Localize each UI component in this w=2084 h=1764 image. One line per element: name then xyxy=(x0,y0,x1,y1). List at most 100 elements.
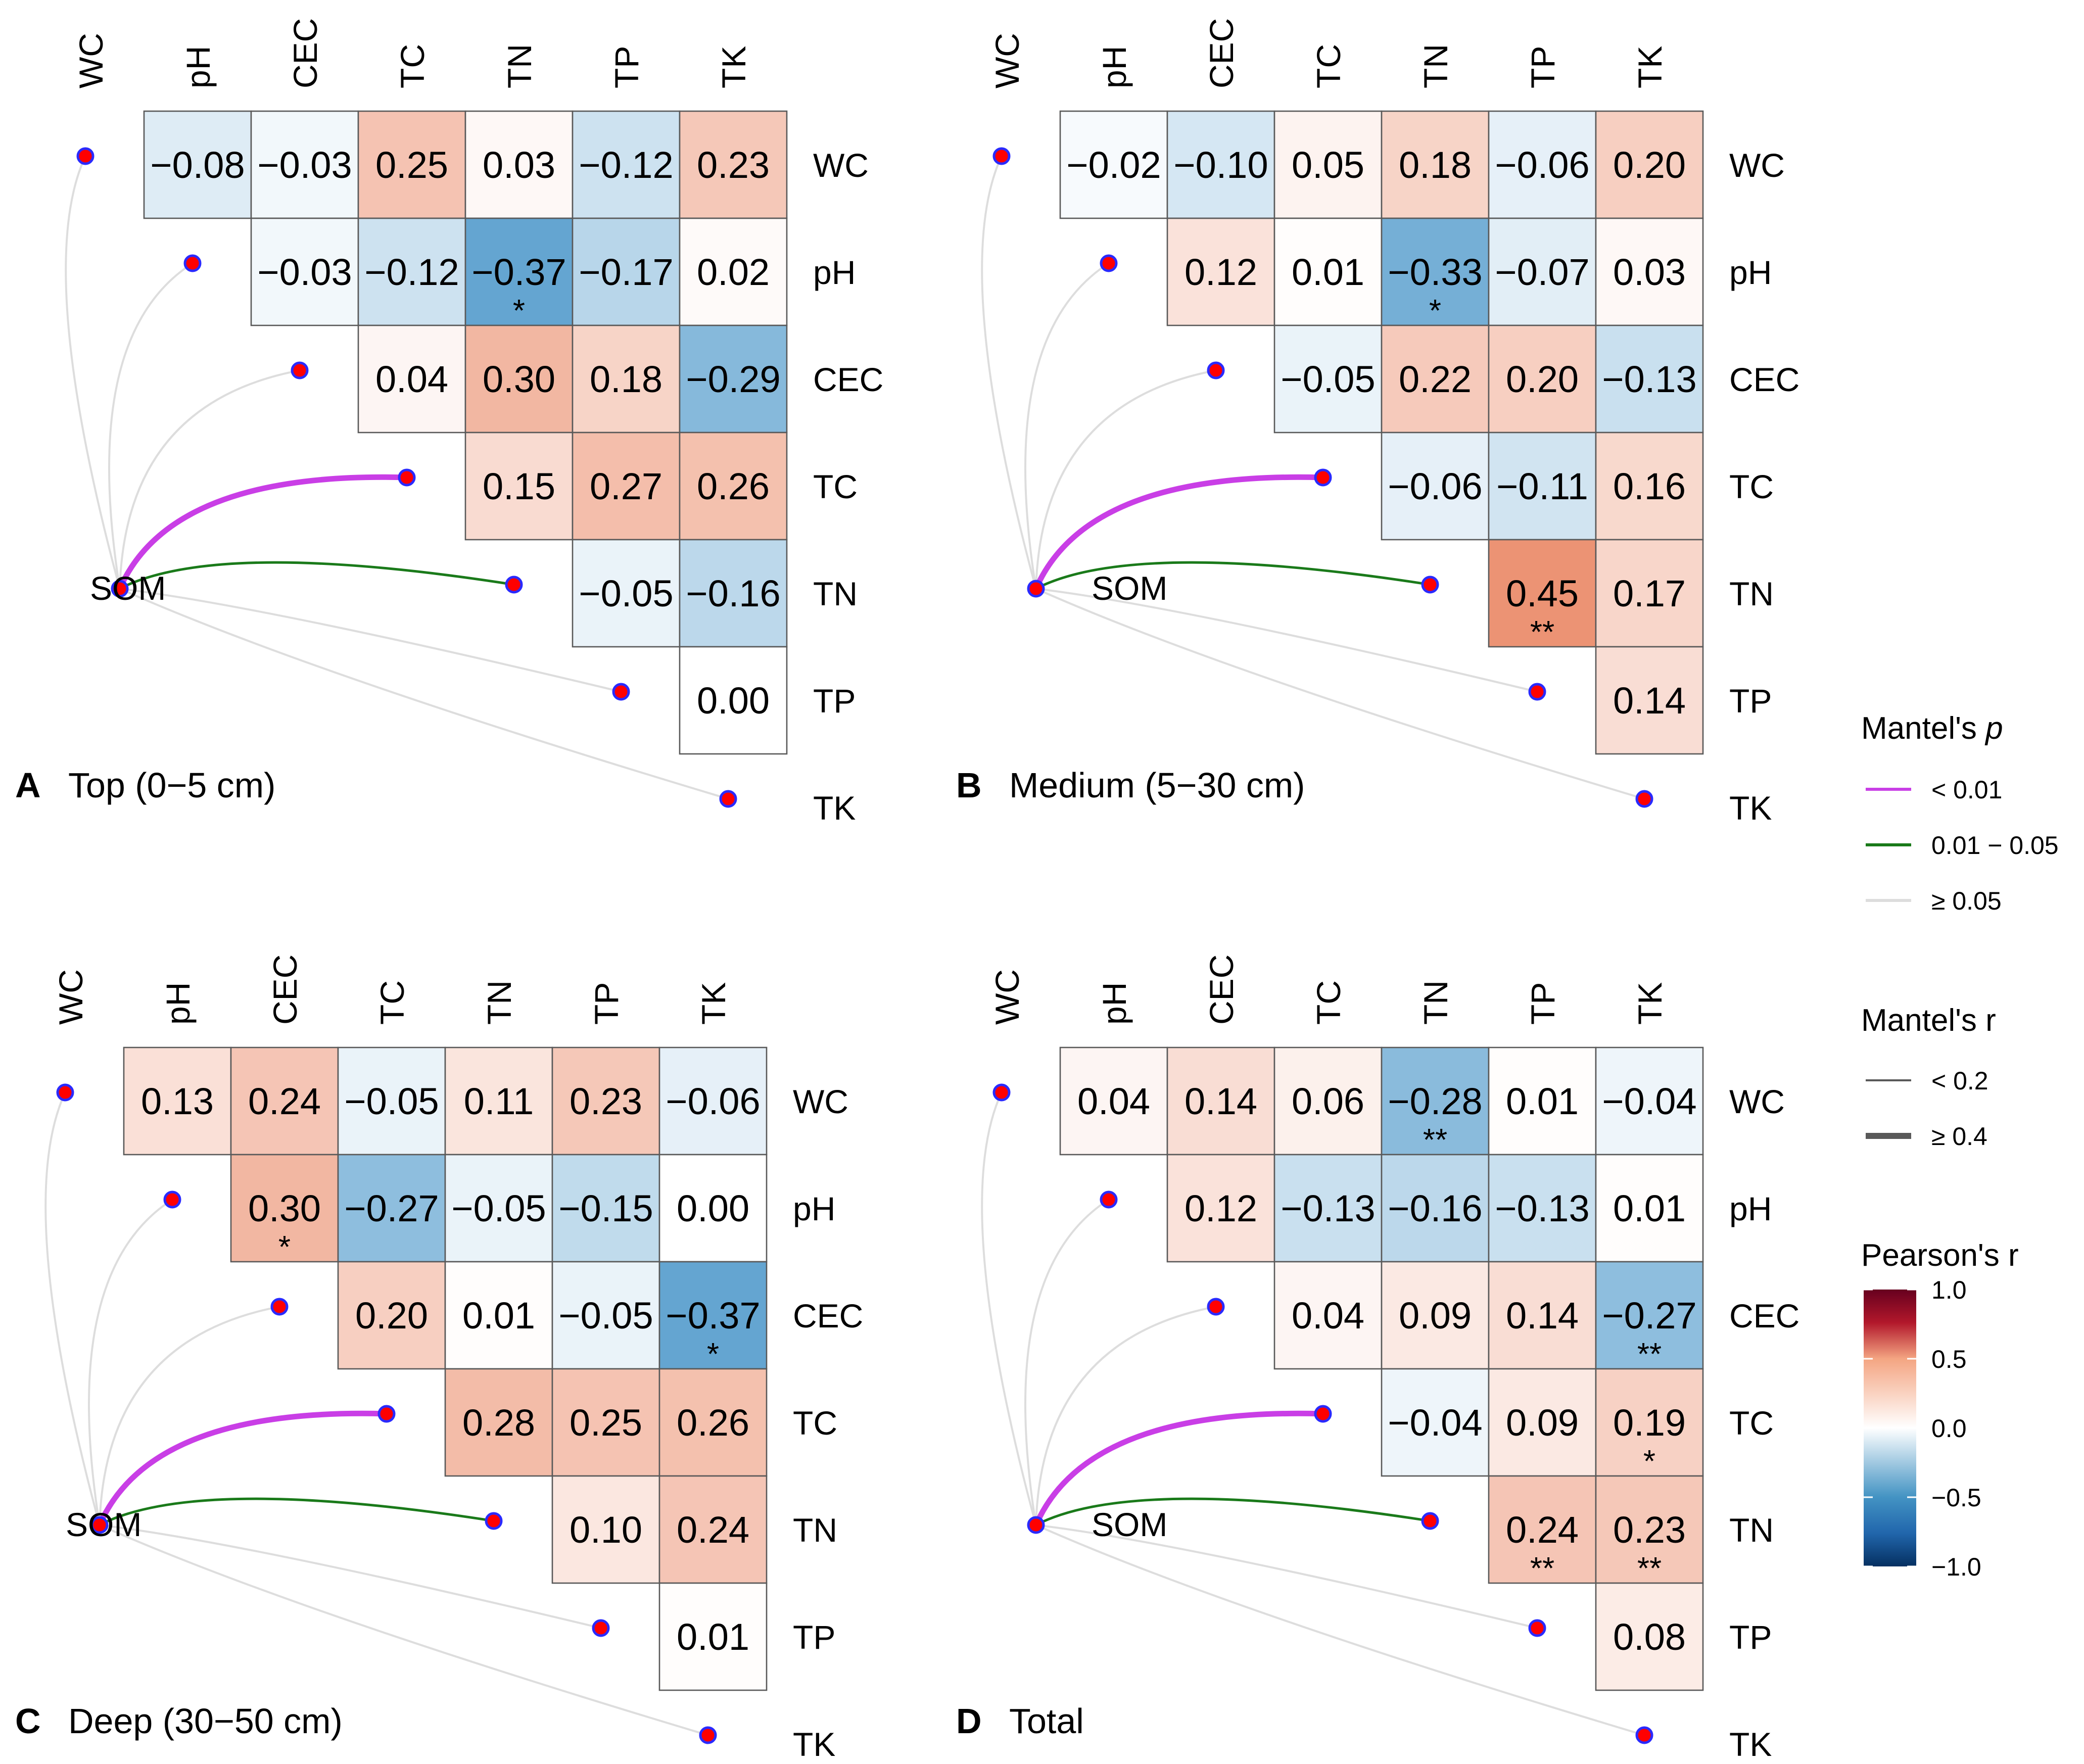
pearson-tick-label: 0.0 xyxy=(1931,1414,1967,1443)
cell-value: −0.37 xyxy=(471,251,566,293)
row-label-wc: WC xyxy=(793,1083,848,1120)
cell-value: 0.04 xyxy=(1077,1080,1150,1122)
heatmap-cell xyxy=(1488,1475,1597,1584)
cell-value: 0.26 xyxy=(677,1402,749,1444)
heatmap-cell xyxy=(1488,1046,1597,1156)
som-label: SOM xyxy=(66,1506,141,1543)
heatmap-cell xyxy=(1488,1154,1597,1263)
cell-value: 0.11 xyxy=(464,1080,534,1122)
cell-value: 0.28 xyxy=(462,1402,535,1444)
panel-letter: D xyxy=(956,1701,982,1741)
cell-value: −0.10 xyxy=(1173,144,1268,186)
cell-value: 0.16 xyxy=(1613,465,1686,507)
heatmap-cell xyxy=(658,1261,768,1370)
legend-mantel-p-title: Mantel's p xyxy=(1861,711,2003,746)
cell-value: −0.05 xyxy=(451,1187,546,1229)
mantel-link-ph xyxy=(1024,262,1110,590)
cell-value: 0.14 xyxy=(1613,680,1686,722)
heatmap-cell xyxy=(1381,1368,1490,1477)
column-label-cec: CEC xyxy=(266,955,304,1025)
column-label-wc: WC xyxy=(72,33,110,88)
cell-value: 0.01 xyxy=(1613,1187,1686,1229)
cell-value: 0.10 xyxy=(570,1509,642,1551)
cell-value: 0.01 xyxy=(1292,251,1364,293)
cell-value: 0.30 xyxy=(483,358,555,400)
mantel-node-tc xyxy=(398,468,416,487)
cell-value: 0.12 xyxy=(1185,1187,1257,1229)
mantel-link-tn xyxy=(1034,561,1432,590)
panel-b: WC pH CEC TC TN TP TK −0.02 −0.10 0.05 0.18 −0.06 0.… xyxy=(956,18,1799,827)
cell-value: 0.04 xyxy=(1292,1295,1364,1337)
row-label-tn: TN xyxy=(813,575,858,612)
heatmap-cell xyxy=(1595,1368,1704,1477)
cell-value: 0.18 xyxy=(1399,144,1472,186)
heatmap-cell xyxy=(572,217,681,326)
mantel-link-tp xyxy=(119,588,622,693)
row-label-wc: WC xyxy=(1729,147,1785,184)
mantel-link-wc xyxy=(981,1091,1037,1526)
significance-star: * xyxy=(1429,294,1441,328)
column-label-tp: TP xyxy=(1524,982,1561,1025)
column-label-tc: TC xyxy=(373,980,411,1025)
row-label-tn: TN xyxy=(1729,1511,1774,1549)
heatmap-cell xyxy=(1381,432,1490,541)
heatmap-cell xyxy=(444,1261,553,1370)
legend-mantel-r-title: Mantel's r xyxy=(1861,1003,1996,1038)
column-label-ph: pH xyxy=(179,46,217,88)
column-label-tn: TN xyxy=(481,980,518,1025)
panel-d: WC pH CEC TC TN TP TK0.04 0.14 0.06 −0.28**0.01 −0… xyxy=(956,955,1799,1763)
mantel-node-tc xyxy=(1314,1405,1332,1423)
heatmap-cell xyxy=(1595,324,1704,434)
heatmap-cell xyxy=(357,324,466,434)
mantel-node-ph xyxy=(1100,254,1118,272)
row-label-tk: TK xyxy=(813,789,856,827)
heatmap-cell xyxy=(1166,217,1275,326)
mantel-node-tn xyxy=(1421,576,1439,594)
cell-value: −0.15 xyxy=(558,1187,653,1229)
som-node xyxy=(111,580,129,598)
column-label-tn: TN xyxy=(501,44,538,88)
mantel-node-ph xyxy=(1100,1190,1118,1209)
cell-value: 0.14 xyxy=(1185,1080,1257,1122)
mantel-link-tc xyxy=(97,1410,390,1528)
cell-value: 0.14 xyxy=(1506,1295,1579,1337)
mantel-link-tk xyxy=(99,1524,709,1736)
column-label-tn: TN xyxy=(1417,44,1454,88)
cell-value: 0.13 xyxy=(141,1080,214,1122)
mantel-node-cec xyxy=(1207,361,1225,379)
cell-value: −0.29 xyxy=(686,358,780,400)
mantel-node-tc xyxy=(377,1405,396,1423)
cell-value: −0.12 xyxy=(364,251,459,293)
mantel-link-ph xyxy=(108,262,194,590)
cell-value: −0.13 xyxy=(1281,1187,1375,1229)
heatmap-cell xyxy=(1488,1261,1597,1370)
mantel-link-tc xyxy=(1033,1410,1326,1528)
row-label-tk: TK xyxy=(1729,1726,1772,1763)
mantel-link-tp xyxy=(1035,1524,1538,1629)
panel-title: Medium (5−30 cm) xyxy=(1009,766,1305,805)
cell-value: 0.23 xyxy=(570,1080,642,1122)
mantel-link-tk xyxy=(1035,588,1645,800)
column-label-tk: TK xyxy=(1631,46,1669,88)
cell-value: 0.23 xyxy=(1613,1509,1686,1551)
column-label-cec: CEC xyxy=(1203,955,1240,1025)
heatmap-cell xyxy=(658,1475,768,1584)
panel-a: WC pH CEC TC TN TP TK −0.08 −0.03 0.25 0.03 −0.12 0.… xyxy=(15,18,883,827)
heatmap-cell xyxy=(1166,110,1275,219)
row-label-cec: CEC xyxy=(1729,1297,1799,1334)
heatmap-cell xyxy=(679,432,788,541)
heatmap-cell xyxy=(250,110,359,219)
heatmap-cell xyxy=(1595,110,1704,219)
heatmap-cell xyxy=(1595,1582,1704,1691)
significance-star: * xyxy=(1643,1444,1655,1479)
mantel-node-tn xyxy=(1421,1512,1439,1530)
cell-value: 0.12 xyxy=(1185,251,1257,293)
legend-pearson-title: Pearson's r xyxy=(1861,1238,2019,1273)
cell-value: −0.05 xyxy=(558,1295,653,1337)
cell-value: 0.01 xyxy=(462,1295,535,1337)
mantel-node-ph xyxy=(163,1190,181,1209)
legend-mantel-r-label-1: < 0.2 xyxy=(1931,1067,1988,1095)
cell-value: −0.17 xyxy=(579,251,673,293)
cell-value: 0.04 xyxy=(375,358,448,400)
